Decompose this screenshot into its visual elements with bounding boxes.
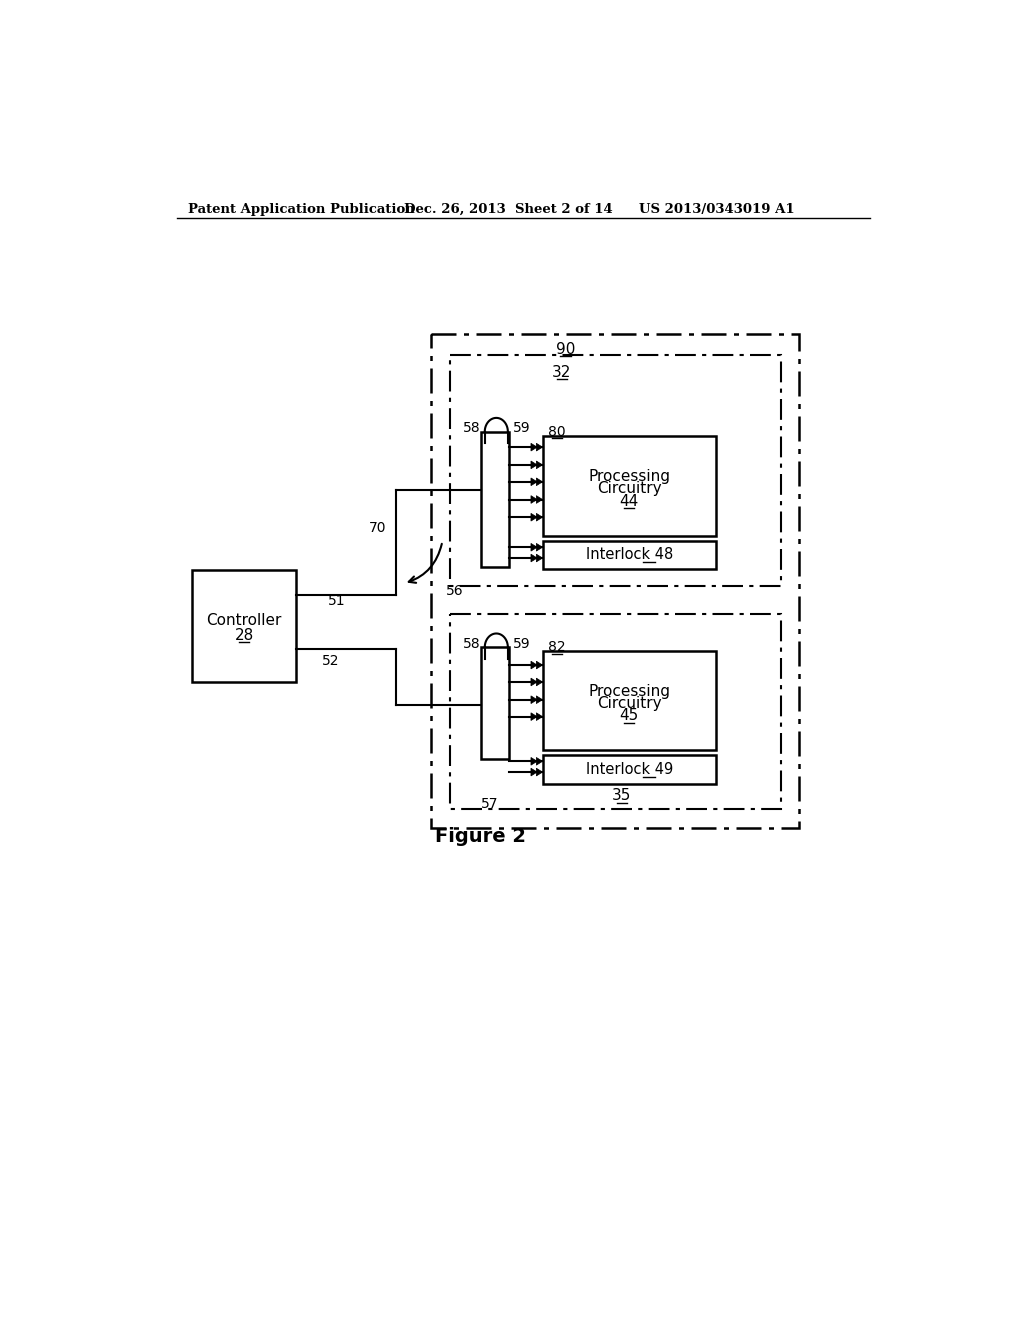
Text: 90: 90 (556, 342, 575, 356)
Text: Controller: Controller (207, 612, 282, 627)
Polygon shape (537, 496, 543, 503)
Polygon shape (531, 678, 538, 686)
Text: Dec. 26, 2013  Sheet 2 of 14: Dec. 26, 2013 Sheet 2 of 14 (403, 203, 612, 216)
Polygon shape (531, 758, 538, 766)
Polygon shape (537, 713, 543, 721)
Text: Processing: Processing (588, 684, 670, 698)
Polygon shape (537, 461, 543, 469)
Text: 80: 80 (548, 425, 566, 438)
Text: 32: 32 (552, 364, 571, 380)
Text: 35: 35 (612, 788, 632, 804)
Text: 58: 58 (463, 636, 481, 651)
Polygon shape (531, 478, 538, 486)
Polygon shape (537, 758, 543, 766)
Text: 44: 44 (620, 494, 639, 508)
Text: Interlock 48: Interlock 48 (586, 548, 673, 562)
Text: Circuitry: Circuitry (597, 482, 662, 496)
Text: 56: 56 (446, 585, 464, 598)
Polygon shape (537, 478, 543, 486)
Text: 51: 51 (328, 594, 345, 609)
Text: 59: 59 (513, 636, 530, 651)
Polygon shape (531, 496, 538, 503)
Polygon shape (537, 544, 543, 552)
Polygon shape (531, 768, 538, 776)
Text: 70: 70 (370, 521, 387, 535)
Polygon shape (537, 513, 543, 521)
Polygon shape (537, 768, 543, 776)
Polygon shape (537, 661, 543, 669)
Polygon shape (531, 661, 538, 669)
Text: US 2013/0343019 A1: US 2013/0343019 A1 (639, 203, 795, 216)
Text: 59: 59 (513, 421, 530, 434)
Polygon shape (531, 544, 538, 552)
Text: 82: 82 (548, 640, 566, 655)
Text: Figure 2: Figure 2 (435, 826, 526, 846)
Text: Circuitry: Circuitry (597, 696, 662, 711)
Text: 52: 52 (322, 655, 339, 668)
Text: 28: 28 (234, 628, 254, 643)
Text: Processing: Processing (588, 469, 670, 484)
Polygon shape (531, 554, 538, 562)
Text: Interlock 49: Interlock 49 (586, 762, 673, 777)
Text: 57: 57 (481, 797, 499, 810)
Polygon shape (531, 461, 538, 469)
Polygon shape (531, 696, 538, 704)
Polygon shape (531, 713, 538, 721)
Polygon shape (537, 696, 543, 704)
Polygon shape (537, 678, 543, 686)
Polygon shape (537, 554, 543, 562)
Polygon shape (531, 444, 538, 451)
Text: Patent Application Publication: Patent Application Publication (188, 203, 415, 216)
Text: 45: 45 (620, 709, 639, 723)
Polygon shape (537, 444, 543, 451)
Text: 58: 58 (463, 421, 481, 434)
Polygon shape (531, 513, 538, 521)
